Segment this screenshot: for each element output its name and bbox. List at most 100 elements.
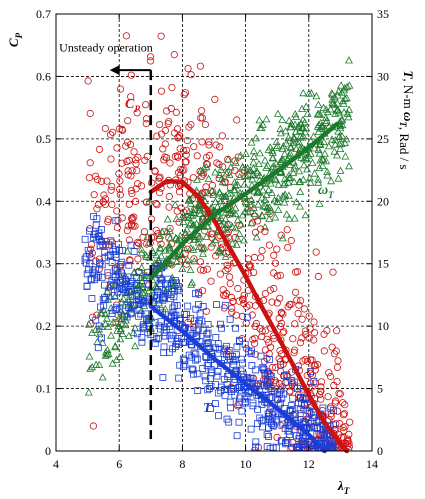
cp-point bbox=[271, 377, 279, 385]
x-tick-label: 4 bbox=[53, 457, 59, 471]
cp-point bbox=[284, 244, 292, 252]
torque-point bbox=[275, 390, 283, 398]
cp-point bbox=[312, 248, 320, 256]
cp-point bbox=[310, 362, 318, 370]
ticks: 4 6 8 10 12 1400.10.20.30.40.50.60.7051015202… bbox=[36, 7, 389, 471]
omega-point bbox=[296, 187, 305, 195]
cp-point bbox=[196, 62, 204, 70]
torque-point bbox=[296, 410, 304, 418]
cp-point bbox=[207, 277, 215, 285]
omega-point bbox=[258, 120, 267, 128]
cp-point bbox=[165, 118, 173, 126]
cp-point bbox=[258, 327, 266, 335]
omega-point bbox=[195, 234, 203, 242]
omega-point bbox=[342, 93, 351, 102]
cp-point bbox=[336, 390, 344, 398]
omega-point bbox=[101, 351, 110, 359]
y-right-axis-title: T, N-m ωT, Rad / s bbox=[397, 70, 416, 169]
omega-point bbox=[328, 98, 337, 106]
cp-point bbox=[183, 136, 191, 145]
torque-point bbox=[107, 251, 114, 259]
cp-point bbox=[107, 186, 115, 194]
cp-point bbox=[324, 393, 332, 401]
omega-point bbox=[300, 118, 309, 126]
omega-point bbox=[262, 190, 271, 198]
torque-point bbox=[254, 420, 262, 428]
torque-point bbox=[104, 288, 112, 296]
cp-point bbox=[193, 152, 201, 160]
y-right-tick-label: 20 bbox=[377, 194, 389, 208]
omega-point bbox=[178, 264, 187, 272]
scatter-layer bbox=[81, 32, 354, 451]
omega-point bbox=[166, 234, 175, 242]
cp-point bbox=[134, 153, 142, 161]
cp-point bbox=[152, 199, 160, 208]
torque-point bbox=[204, 386, 212, 394]
torque-point bbox=[142, 298, 150, 306]
cp-point bbox=[216, 270, 224, 278]
omega-point bbox=[338, 131, 347, 140]
omega-point bbox=[305, 89, 313, 97]
cp-point bbox=[142, 120, 150, 128]
omega-point bbox=[91, 325, 100, 334]
omega-point bbox=[303, 155, 311, 163]
omega-point bbox=[189, 235, 198, 243]
omega-point bbox=[211, 168, 220, 176]
omega-point bbox=[252, 133, 261, 142]
cp-point bbox=[133, 167, 141, 175]
torque-point bbox=[139, 323, 147, 331]
torque-point bbox=[133, 330, 141, 338]
torque-point bbox=[156, 274, 164, 282]
torque-point bbox=[269, 443, 277, 451]
torque-point bbox=[94, 344, 102, 352]
cp-point bbox=[215, 160, 223, 168]
torque-point bbox=[277, 399, 285, 407]
omega-point bbox=[261, 201, 270, 210]
plot-frame bbox=[55, 13, 373, 452]
torque-point bbox=[90, 233, 97, 241]
fit-line-triangle bbox=[148, 121, 340, 281]
cp-point bbox=[132, 160, 140, 168]
omega-point bbox=[85, 352, 94, 360]
omega-point bbox=[315, 163, 324, 172]
cp-point bbox=[221, 291, 229, 300]
cp-point bbox=[203, 160, 211, 168]
torque-point bbox=[105, 241, 113, 249]
torque-point bbox=[313, 431, 321, 438]
torque-point bbox=[264, 382, 272, 390]
omega-point bbox=[320, 149, 329, 157]
cp-point bbox=[298, 315, 306, 323]
omega-point bbox=[101, 319, 110, 327]
torque-point bbox=[288, 377, 296, 384]
omega-point bbox=[118, 297, 127, 306]
cp-point bbox=[153, 132, 161, 140]
omega-point bbox=[189, 245, 198, 253]
cp-point bbox=[273, 245, 281, 253]
omega-point bbox=[284, 191, 293, 199]
omega-point bbox=[273, 197, 282, 205]
omega-point bbox=[189, 208, 198, 216]
omega-point bbox=[166, 226, 175, 235]
omega-point bbox=[240, 180, 249, 188]
torque-point bbox=[199, 303, 207, 310]
torque-point bbox=[221, 301, 229, 309]
torque-point bbox=[159, 373, 167, 381]
y-right-axis-title-part: T bbox=[401, 70, 416, 79]
torque-point bbox=[203, 362, 211, 370]
omega-point bbox=[215, 216, 224, 225]
omega-point bbox=[226, 208, 235, 216]
omega-point bbox=[333, 99, 342, 107]
torque-point bbox=[212, 334, 220, 341]
torque-point bbox=[245, 348, 253, 356]
cp-point bbox=[340, 410, 349, 418]
cp-point bbox=[205, 138, 213, 146]
torque-point bbox=[227, 404, 235, 412]
torque-label: T bbox=[203, 401, 213, 416]
omega-point bbox=[172, 214, 181, 223]
omega-point bbox=[302, 102, 311, 110]
omega-point bbox=[281, 126, 290, 135]
cp-point bbox=[115, 170, 123, 178]
omega-point bbox=[274, 180, 283, 188]
torque-point bbox=[108, 259, 116, 267]
torque-point bbox=[185, 326, 193, 334]
